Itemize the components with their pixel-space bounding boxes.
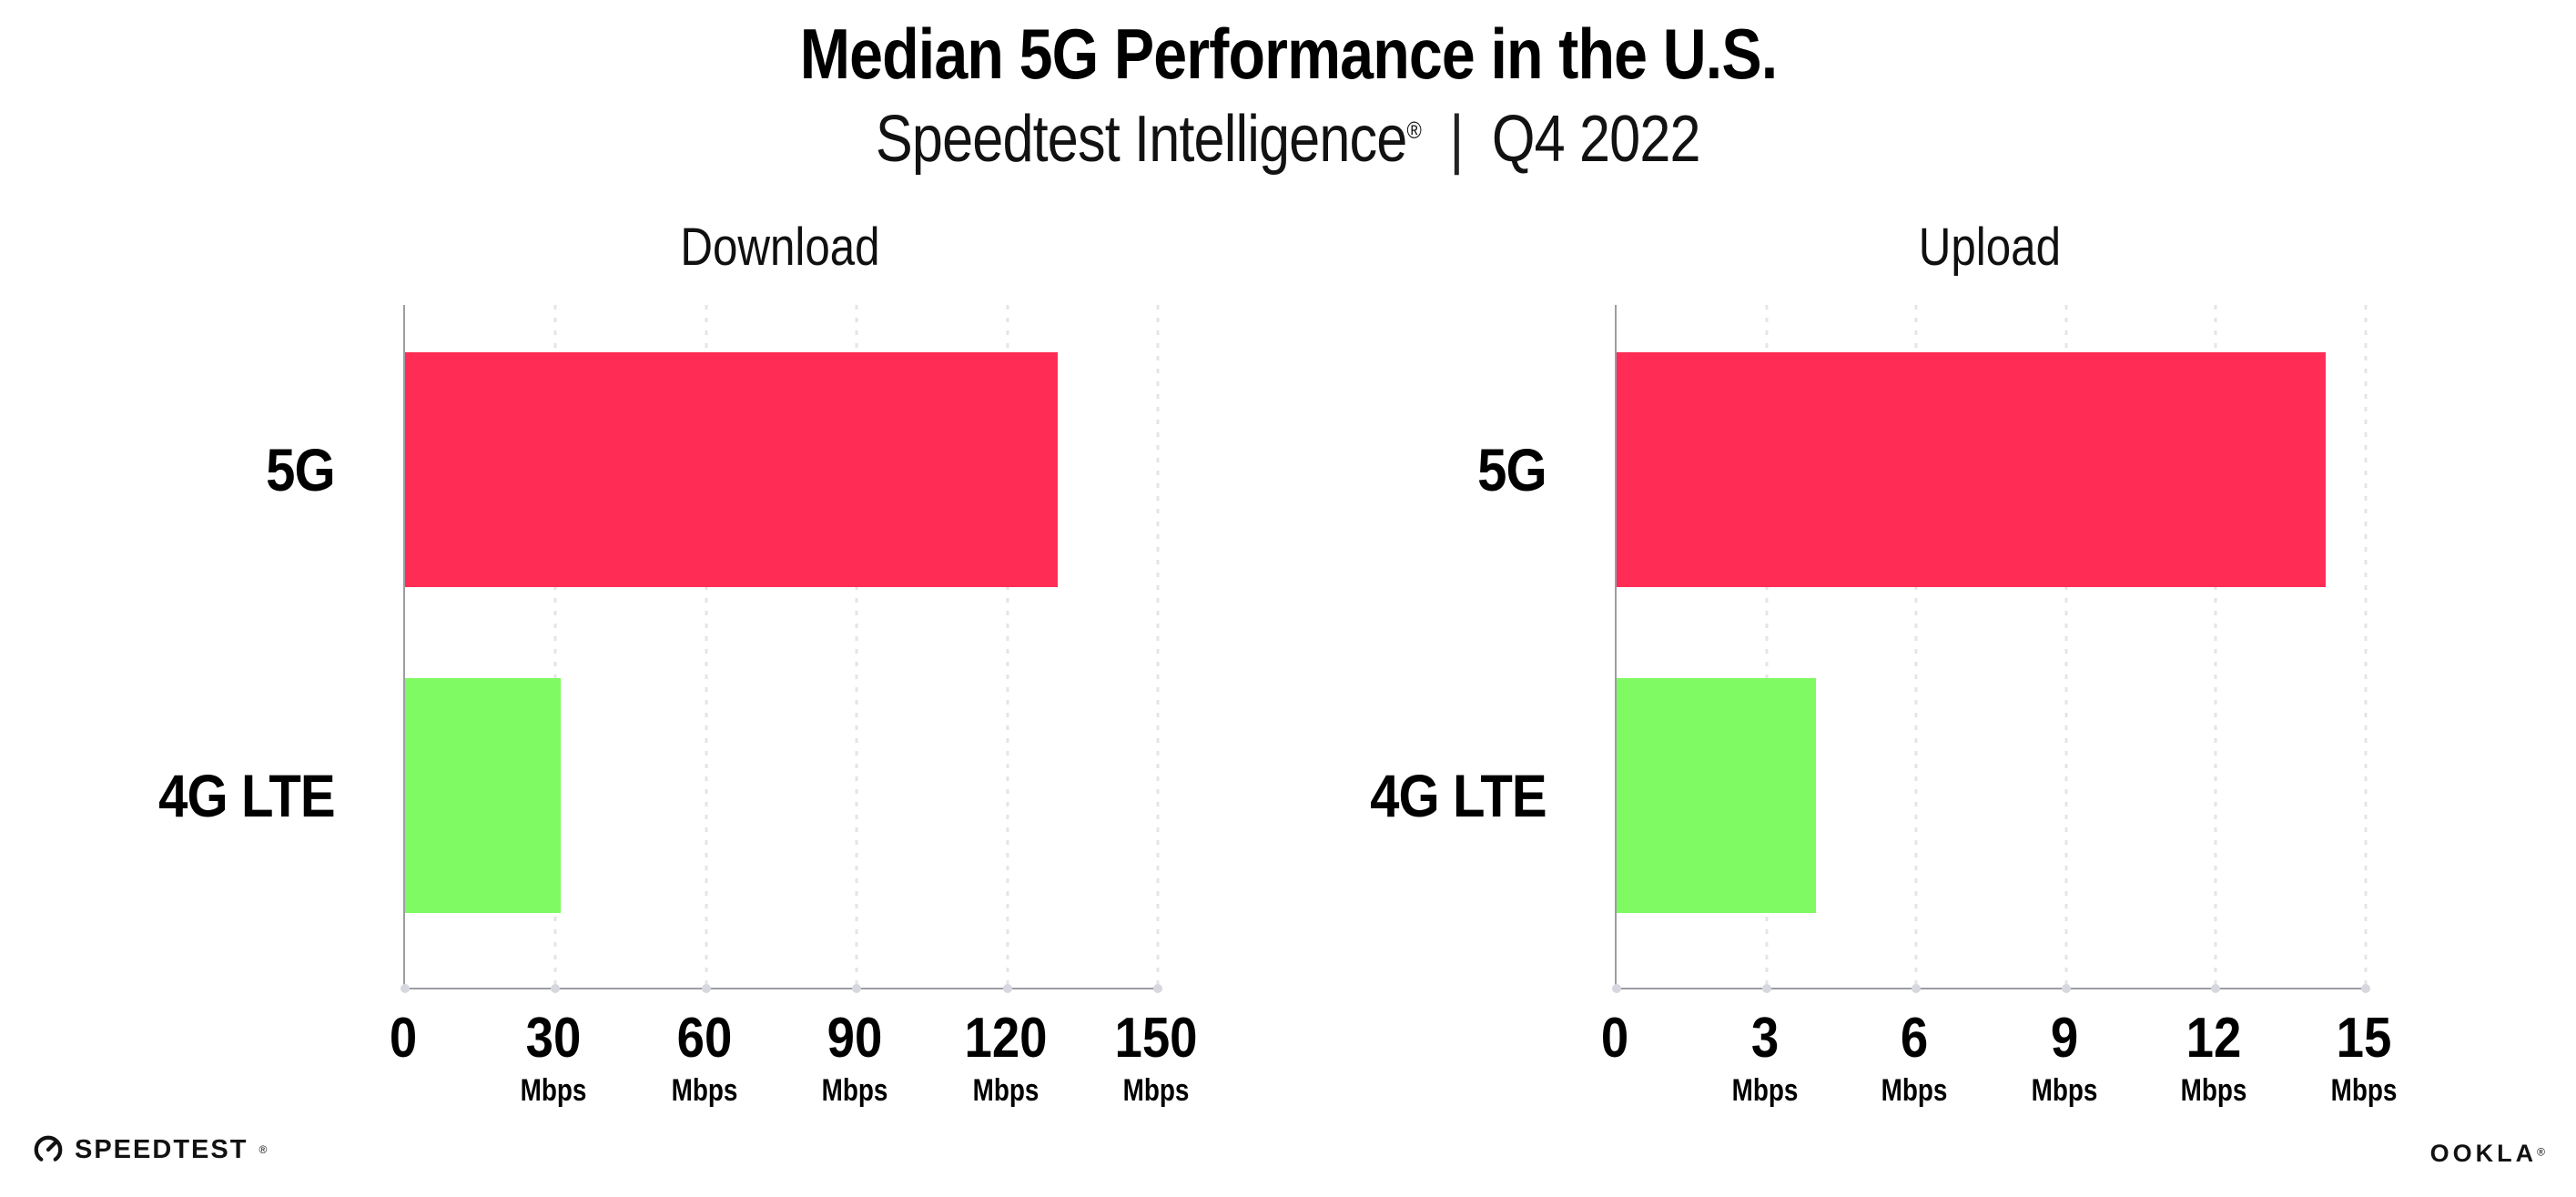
x-tick-label-15: 15 Mbps: [2324, 1007, 2405, 1111]
y-axis-labels: 5G 4G LTE: [0, 305, 367, 988]
x-tick-label-9: 9 Mbps: [2023, 1007, 2104, 1111]
x-tick-label-12: 12 Mbps: [2174, 1007, 2255, 1111]
category-label-5g: 5G: [1477, 436, 1547, 503]
ookla-wordmark: OOKLA: [2429, 1140, 2538, 1167]
category-label-5g: 5G: [266, 436, 336, 503]
x-tick-label-120: 120 Mbps: [958, 1007, 1052, 1111]
chart-title-upload: Upload: [1918, 218, 2061, 277]
tick-value: 3: [1750, 1007, 1779, 1070]
gridline-3-mbps: [1765, 305, 1769, 988]
x-tick-label-3: 3 Mbps: [1724, 1007, 1805, 1111]
tick-unit: Mbps: [821, 1073, 888, 1108]
tick-value: 15: [2336, 1007, 2392, 1070]
page-title: Median 5G Performance in the U.S.: [799, 14, 1777, 94]
axis-tick-dot: [701, 984, 711, 993]
gridline-15-mbps: [2364, 305, 2368, 988]
tick-value: 0: [1600, 1007, 1629, 1070]
x-axis-tick-labels: 0 3 Mbps 6 Mbps 9 Mbps 12 Mbps 15 Mbps: [1601, 1007, 2398, 1152]
axis-tick-dot: [1153, 984, 1162, 993]
subtitle-brand: Speedtest Intelligence: [876, 103, 1407, 176]
subtitle-period: Q4 2022: [1492, 103, 1701, 176]
plot-area: [401, 305, 1162, 993]
axis-tick-dot: [2211, 984, 2221, 993]
gridline-120-mbps: [1006, 305, 1009, 988]
ookla-registered-mark: ®: [2537, 1145, 2545, 1159]
gridline-30-mbps: [553, 305, 557, 988]
axis-tick-dot: [1002, 984, 1012, 993]
tick-unit: Mbps: [520, 1073, 587, 1108]
speedtest-logo: SPEEDTEST ®: [33, 1134, 267, 1165]
x-tick-label-60: 60 Mbps: [664, 1007, 745, 1111]
axis-tick-dot: [1761, 984, 1771, 993]
tick-value: 120: [964, 1007, 1048, 1070]
axis-tick-dot: [551, 984, 561, 993]
speedtest-gauge-icon: [34, 1135, 63, 1164]
x-tick-label-30: 30 Mbps: [513, 1007, 594, 1111]
x-axis-tick-labels: 0 30 Mbps 60 Mbps 90 Mbps 120 Mbps 150 Mbps: [390, 1007, 1198, 1152]
registered-mark: ®: [1406, 117, 1422, 144]
gridline-60-mbps: [705, 305, 708, 988]
tick-value: 150: [1114, 1007, 1198, 1070]
tick-value: 12: [2186, 1007, 2242, 1070]
tick-value: 0: [389, 1007, 418, 1070]
subtitle-separator: |: [1449, 103, 1465, 176]
x-tick-label-0: 0: [1599, 1007, 1630, 1070]
gridline-150-mbps: [1156, 305, 1160, 988]
tick-value: 60: [676, 1007, 733, 1070]
bar-4g-lte: [405, 678, 561, 913]
tick-value: 9: [2050, 1007, 2078, 1070]
y-axis-labels: 5G 4G LTE: [1212, 305, 1578, 988]
x-tick-label-90: 90 Mbps: [815, 1007, 896, 1111]
tick-value: 30: [526, 1007, 582, 1070]
axis-tick-dot: [1612, 984, 1621, 993]
axis-tick-dot: [401, 984, 410, 993]
tick-unit: Mbps: [1122, 1073, 1190, 1108]
bar-5g: [405, 352, 1058, 587]
x-tick-label-150: 150 Mbps: [1109, 1007, 1202, 1111]
speedtest-registered-mark: ®: [259, 1143, 268, 1156]
axis-tick-dot: [852, 984, 862, 993]
speedtest-wordmark: SPEEDTEST: [75, 1134, 248, 1164]
tick-unit: Mbps: [1881, 1073, 1948, 1108]
tick-value: 90: [827, 1007, 883, 1070]
ookla-logo: OOKLA®: [2430, 1140, 2545, 1168]
x-tick-label-6: 6 Mbps: [1874, 1007, 1955, 1111]
bar-4g-lte: [1617, 678, 1817, 913]
tick-unit: Mbps: [1731, 1073, 1798, 1108]
gridline-90-mbps: [855, 305, 858, 988]
tick-unit: Mbps: [2330, 1073, 2398, 1108]
category-label-4g-lte: 4G LTE: [1370, 762, 1547, 829]
page-subtitle: Speedtest Intelligence® | Q4 2022: [0, 102, 2576, 177]
tick-unit: Mbps: [972, 1073, 1039, 1108]
tick-unit: Mbps: [671, 1073, 738, 1108]
bar-5g: [1617, 352, 2327, 587]
x-tick-label-0: 0: [388, 1007, 419, 1070]
tick-unit: Mbps: [2031, 1073, 2098, 1108]
tick-unit: Mbps: [2180, 1073, 2247, 1108]
gridline-9-mbps: [2064, 305, 2068, 988]
tick-value: 6: [1901, 1007, 1929, 1070]
gridline-12-mbps: [2214, 305, 2217, 988]
chart-title-download: Download: [679, 218, 880, 277]
gridline-6-mbps: [1914, 305, 1918, 988]
category-label-4g-lte: 4G LTE: [158, 762, 336, 829]
axis-tick-dot: [2361, 984, 2370, 993]
axis-tick-dot: [2061, 984, 2071, 993]
axis-tick-dot: [1912, 984, 1922, 993]
plot-area: [1612, 305, 2370, 993]
